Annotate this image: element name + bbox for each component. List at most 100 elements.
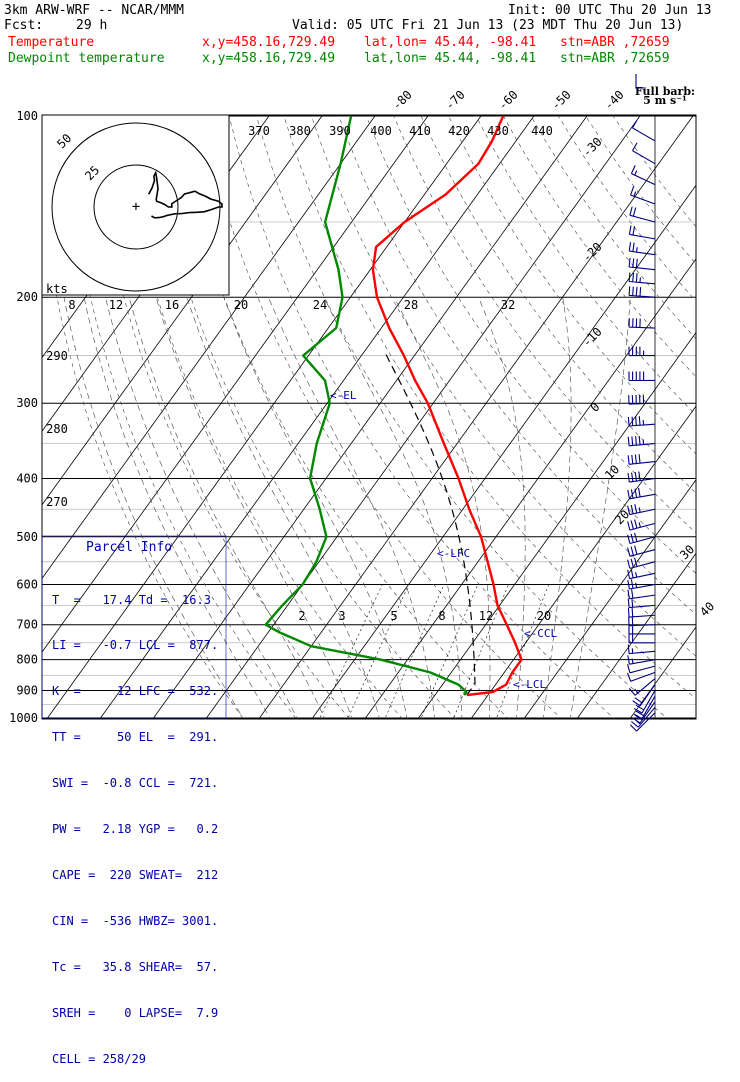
wind-barb — [628, 225, 656, 240]
mixing-ratio-label: 8 — [438, 609, 445, 623]
forecast-hours: 29 h — [76, 18, 108, 33]
wind-barb — [628, 678, 656, 696]
theta-label: 370 — [248, 124, 270, 138]
pressure-label: 700 — [16, 618, 38, 632]
parcel-info-title: Parcel Info — [86, 540, 173, 555]
forecast-label: Fcst: — [4, 18, 44, 33]
isotherm-line — [523, 479, 696, 719]
moist-adiabat — [63, 297, 244, 719]
dry-adiabat — [256, 115, 669, 719]
pressure-label: 900 — [16, 683, 38, 697]
moist-adiabat — [105, 297, 298, 719]
dry-adiabat — [119, 115, 404, 719]
parcel-info-row: CELL = 258/29 — [52, 1051, 146, 1066]
wind-barb — [627, 471, 656, 483]
mixing-ratio-label: 2 — [298, 609, 305, 623]
wind-barb — [627, 532, 656, 545]
hodograph-units: kts — [46, 282, 68, 296]
temperature-latlon: lat,lon= 45.44, -98.41 — [364, 35, 537, 50]
parcel-info-row: LI = -0.7 LCL = 877. — [52, 638, 219, 653]
mixing-ratio-line — [420, 584, 479, 719]
dry-adiabat — [42, 190, 244, 719]
wind-barb — [627, 598, 656, 609]
theta-label: 380 — [289, 124, 311, 138]
parcel-info-row: K = 12 LFC = 532. — [52, 684, 219, 699]
hodograph-trace — [147, 170, 223, 219]
temperature-station: stn=ABR ,72659 — [560, 35, 670, 50]
wind-barb — [627, 644, 656, 655]
dewpoint-station: stn=ABR ,72659 — [560, 51, 670, 66]
mixing-ratio-line — [319, 584, 383, 719]
parcel-info-frame — [41, 535, 227, 720]
wind-barb — [628, 272, 656, 285]
isotherm-label: -40 — [601, 88, 626, 113]
isotherm-label: -80 — [389, 88, 414, 113]
wind-barb — [627, 487, 656, 500]
dry-adiabat — [146, 115, 457, 719]
theta-label: 400 — [370, 124, 392, 138]
dry-adiabat — [64, 115, 297, 719]
wind-barb — [628, 371, 656, 382]
ccl-marker: <-CCL — [524, 627, 557, 640]
parcel-info-row: TT = 50 EL = 291. — [52, 730, 219, 745]
isotherm-label: -50 — [548, 88, 573, 113]
isotherm-label: -10 — [580, 325, 605, 350]
dry-adiabat — [448, 115, 696, 455]
parcel-info-row: SREH = 0 LAPSE= 7.9 — [52, 1005, 219, 1020]
wind-barb — [632, 142, 656, 165]
theta-label: 390 — [329, 124, 351, 138]
isotherm-line — [42, 115, 430, 653]
wind-barb — [633, 690, 656, 714]
hodograph-speed-label: 16 — [165, 298, 179, 312]
dewpoint-legend: Dewpoint temperature — [8, 51, 165, 66]
wind-barb — [627, 579, 656, 590]
theta-label: 410 — [409, 124, 431, 138]
isotherm-line — [42, 115, 377, 580]
isotherm-line — [364, 258, 696, 719]
mixing-ratio-label: 3 — [338, 609, 345, 623]
wind-barb — [632, 684, 656, 707]
lfc-marker: <-LFC — [437, 547, 470, 560]
dewpoint-profile — [264, 115, 468, 696]
el-marker: <-EL — [330, 389, 357, 402]
model-title: 3km ARW-WRF -- NCAR/MMM — [4, 3, 185, 18]
hodograph-speed-label: 28 — [404, 298, 418, 312]
isotherm-line — [42, 115, 324, 506]
barb-legend-symbol — [635, 74, 646, 89]
mixing-ratio-label: 5 — [390, 609, 397, 623]
dry-adiabat — [311, 115, 696, 657]
mixing-ratio-label: 20 — [537, 609, 551, 623]
dry-adiabat — [338, 115, 696, 615]
wind-barb — [628, 318, 656, 329]
parcel-info-row: CAPE = 220 SWEAT= 212 — [52, 867, 219, 882]
parcel-info-row: SWI = -0.8 CCL = 721. — [52, 776, 219, 791]
wind-barb — [627, 557, 656, 569]
dry-adiabat — [228, 115, 616, 719]
isotherm-label: -60 — [495, 88, 520, 113]
isotherm-label: 40 — [697, 599, 717, 619]
wind-barb — [627, 519, 656, 531]
isotherm-label: 0 — [588, 400, 603, 415]
hodograph-speed-label: 8 — [68, 298, 75, 312]
wind-barb — [628, 616, 656, 627]
pressure-label: 600 — [16, 577, 38, 591]
isotherm-line — [470, 405, 696, 719]
init-time: Init: 00 UTC Thu 20 Jun 13 — [508, 3, 712, 18]
temperature-xy: x,y=458.16,729.49 — [202, 35, 336, 50]
parcel-info-row: Tc = 35.8 SHEAR= 57. — [52, 959, 219, 974]
hodograph-speed-label: 32 — [501, 298, 515, 312]
pressure-label: 1000 — [9, 711, 38, 725]
pressure-label: 500 — [16, 530, 38, 544]
wind-barb — [628, 286, 656, 298]
dewpoint-latlon: lat,lon= 45.44, -98.41 — [364, 51, 537, 66]
valid-time: Valid: 05 UTC Fri 21 Jun 13 (23 MDT Thu … — [292, 18, 684, 33]
moist-adiabat — [323, 297, 463, 719]
isotherm-label: 10 — [602, 462, 622, 482]
moist-adiabat — [186, 297, 380, 719]
moist-adiabat — [223, 297, 408, 719]
moist-adiabat — [543, 297, 572, 719]
plot-area — [42, 115, 696, 719]
moist-adiabat — [268, 297, 435, 719]
pressure-label: 200 — [16, 290, 38, 304]
